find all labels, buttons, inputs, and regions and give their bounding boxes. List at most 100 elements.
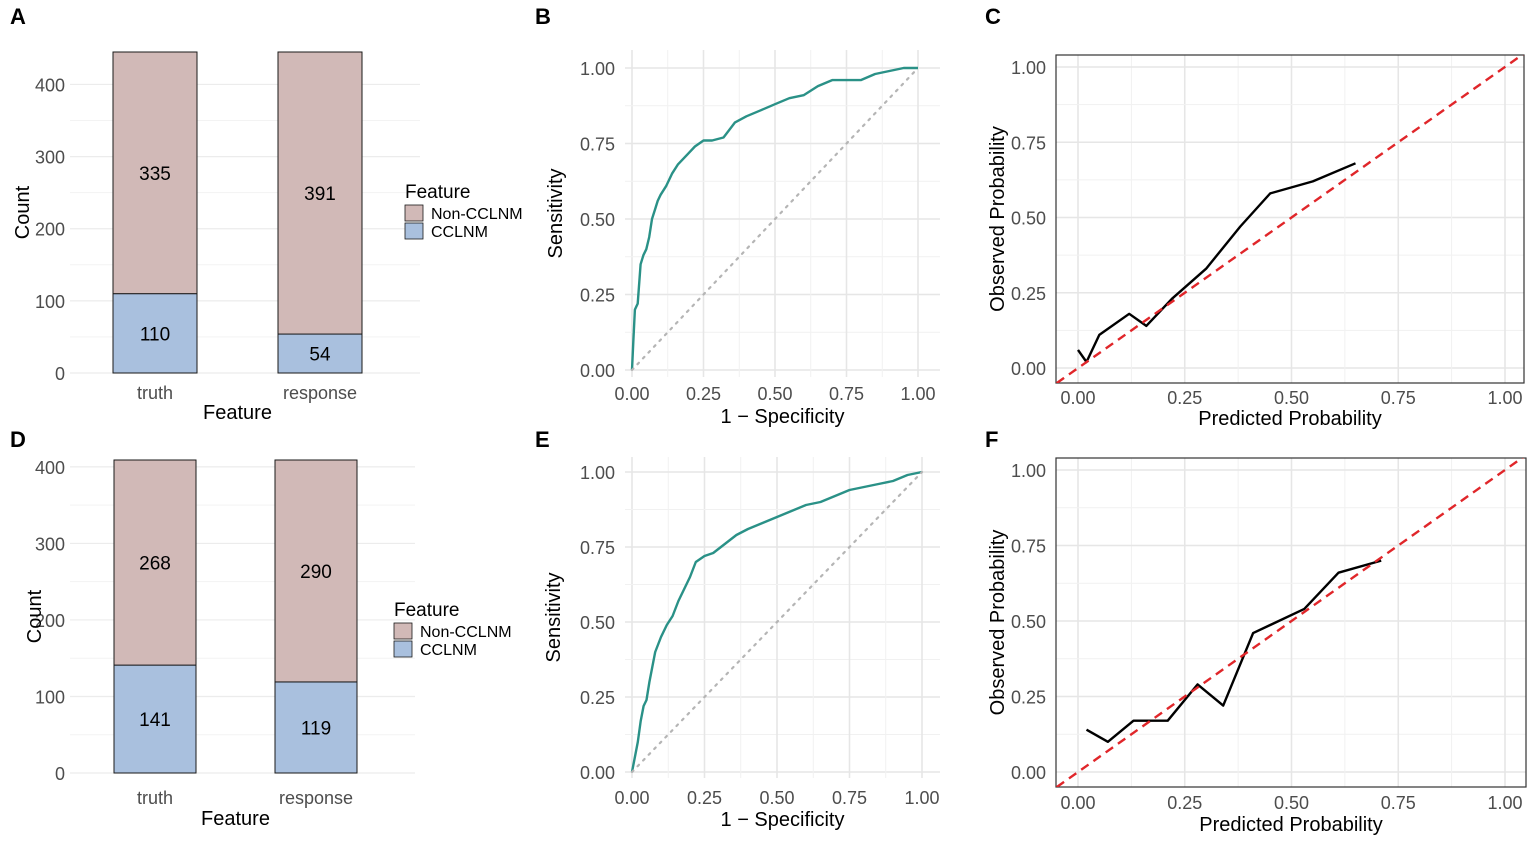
panel-letter: F [985, 427, 998, 452]
x-tick-label: 1.00 [1487, 388, 1522, 408]
y-tick-label: 0.25 [580, 286, 615, 306]
x-tick-label: 0.75 [832, 788, 867, 808]
y-tick-label: 0 [55, 364, 65, 384]
x-axis-title: Feature [201, 808, 270, 830]
panel-letter: E [535, 427, 550, 452]
y-tick-label: 200 [35, 220, 65, 240]
x-tick-label: truth [137, 383, 173, 403]
series-calibration [1085, 559, 1382, 743]
y-tick-label: 0.75 [1011, 133, 1046, 153]
plot-frame [1055, 54, 1525, 384]
y-tick-label: 0.25 [1011, 688, 1046, 708]
x-tick-label: 1.00 [1487, 793, 1522, 813]
bar-non-cclnm [113, 459, 197, 666]
legend-label: CCLNM [431, 224, 488, 241]
x-tick-label: 0.75 [1381, 388, 1416, 408]
y-tick-label: 0.50 [580, 210, 615, 230]
x-tick-label: 0.00 [614, 788, 649, 808]
x-tick-label: 0.50 [759, 788, 794, 808]
y-tick-label: 0.00 [1011, 359, 1046, 379]
y-tick-label: 0.00 [580, 361, 615, 381]
y-axis-title: Observed Probability [987, 126, 1009, 312]
x-tick-label: 0.25 [687, 788, 722, 808]
y-axis-title: Count [24, 589, 46, 643]
y-tick-label: 1.00 [1011, 58, 1046, 78]
panel-B: B 0.00 0.25 0.50 0.75 1.00 0.00 0.25 0.50 0.75 1.0… [535, 4, 940, 428]
y-tick-label: 200 [35, 611, 65, 631]
x-tick-label: 0.75 [829, 384, 864, 404]
x-tick-label: 0.25 [686, 384, 721, 404]
y-tick-label: 1.00 [580, 59, 615, 79]
series-reference [630, 66, 920, 372]
bar-value-label: 110 [140, 324, 170, 345]
y-tick-label: 1.00 [580, 463, 615, 483]
legend-label: CCLNM [420, 642, 477, 659]
series-calibration [1077, 162, 1356, 364]
y-tick-label: 0.00 [580, 763, 615, 783]
legend-label: Non-CCLNM [431, 206, 523, 223]
y-tick-label: 1.00 [1011, 461, 1046, 481]
y-tick-label: 400 [35, 75, 65, 95]
series-reference [630, 470, 924, 774]
x-tick-label: 0.25 [1167, 793, 1202, 813]
bar-cclnm [274, 681, 358, 774]
bar-value-label: 391 [304, 184, 336, 205]
y-tick-label: 0.00 [1011, 763, 1046, 783]
legend-title: Feature [394, 600, 459, 621]
x-tick-label: 0.50 [757, 384, 792, 404]
legend-label: Non-CCLNM [420, 624, 512, 641]
panel-letter: C [985, 4, 1001, 29]
x-axis-title: Predicted Probability [1198, 408, 1381, 430]
y-tick-label: 0.75 [1011, 537, 1046, 557]
bar-non-cclnm [274, 459, 358, 683]
y-tick-label: 0.50 [580, 613, 615, 633]
bar-cclnm [112, 293, 198, 374]
bar-value-label: 335 [139, 164, 171, 185]
panel-letter: B [535, 4, 551, 29]
panel-E: E 0.00 0.25 0.50 0.75 1.00 0.00 0.25 0.50 0.75 1.0… [535, 427, 940, 831]
legend-title: Feature [405, 182, 470, 203]
y-tick-label: 0.50 [1011, 209, 1046, 229]
y-axis-title: Observed Probability [987, 530, 1009, 716]
y-tick-label: 0.25 [580, 688, 615, 708]
legend-swatch-cclnm [393, 640, 413, 658]
y-tick-label: 300 [35, 148, 65, 168]
x-tick-label: response [283, 383, 357, 403]
y-tick-label: 100 [35, 687, 65, 707]
y-tick-label: 0.25 [1011, 284, 1046, 304]
x-tick-label: 0.00 [1060, 793, 1095, 813]
legend-swatch-non-cclnm [404, 204, 424, 222]
panel-C: C 0.00 0.25 0.50 0.75 1.00 0.00 0.25 0.50 0.75 1.0… [985, 4, 1525, 430]
y-tick-label: 300 [35, 534, 65, 554]
x-tick-label: truth [137, 788, 173, 808]
x-axis-title: Predicted Probability [1199, 814, 1382, 836]
y-axis-title: Count [12, 185, 34, 239]
y-tick-label: 100 [35, 292, 65, 312]
series-ideal [1056, 55, 1524, 383]
y-axis-title: Sensitivity [543, 572, 565, 662]
bar-cclnm [113, 664, 197, 774]
y-tick-label: 0.75 [580, 135, 615, 155]
bar-non-cclnm [112, 51, 198, 295]
panel-A: A 0 100 200 300 400 110 335 truth 54 391 response Co… [10, 4, 523, 424]
y-tick-label: 0.50 [1011, 612, 1046, 632]
y-tick-label: 400 [35, 458, 65, 478]
x-tick-label: response [279, 788, 353, 808]
bar-value-label: 54 [309, 345, 331, 366]
bar-value-label: 141 [139, 710, 171, 731]
y-tick-label: 0.75 [580, 538, 615, 558]
plot-frame [1055, 457, 1527, 788]
bar-non-cclnm [277, 51, 363, 335]
legend-swatch-cclnm [404, 222, 424, 240]
x-tick-label: 1.00 [900, 384, 935, 404]
x-tick-label: 1.00 [904, 788, 939, 808]
panel-F: F 0.00 0.25 0.50 0.75 1.00 0.00 0.25 0.50 0.75 1.0… [985, 427, 1527, 836]
series-ideal [1056, 458, 1524, 787]
x-tick-label: 0.00 [614, 384, 649, 404]
y-axis-title: Sensitivity [545, 168, 567, 258]
panel-D: D 0 100 200 300 400 141 268 truth 119 290 response C… [10, 427, 512, 830]
panel-letter: D [10, 427, 26, 452]
series-ROC [630, 66, 918, 371]
series-ROC [630, 470, 923, 773]
